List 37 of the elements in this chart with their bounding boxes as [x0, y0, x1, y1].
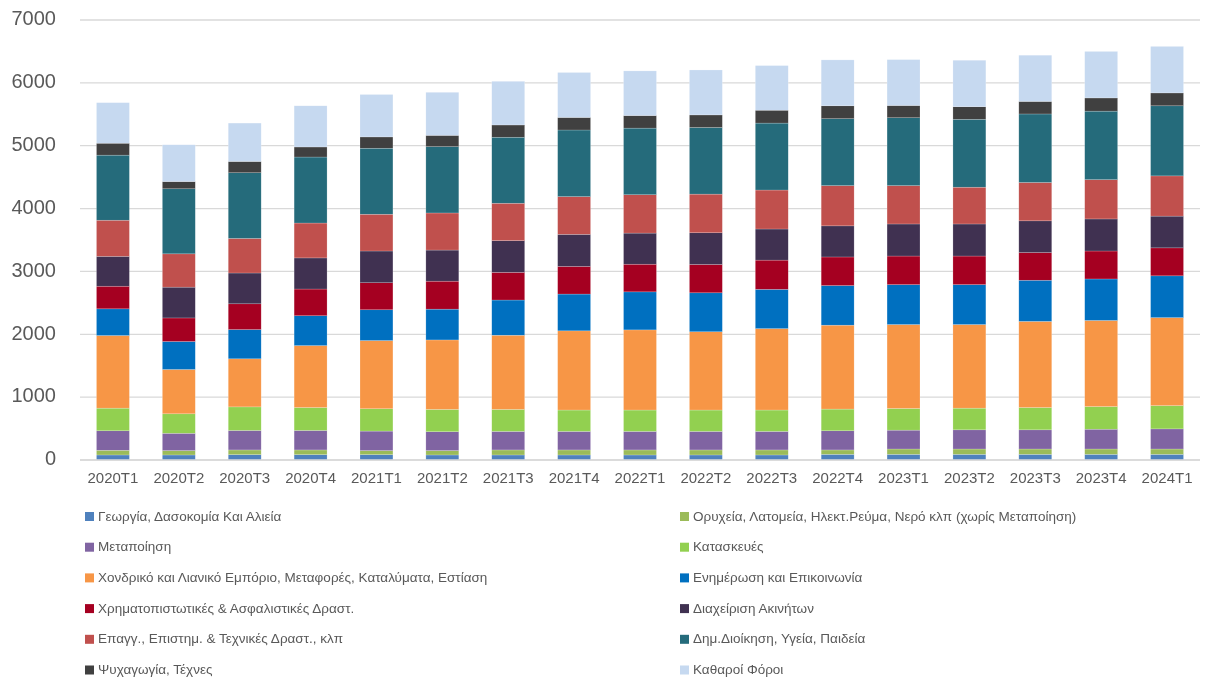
legend-label: Ενημέρωση και Επικοινωνία [693, 569, 863, 585]
legend-label: Χονδρικό και Λιανικό Εμπόριο, Μεταφορές, Καταλύματα, Εστίαση [98, 569, 488, 585]
x-tick-label: 2020T4 [285, 469, 337, 486]
x-tick-label: 2021T2 [416, 469, 468, 486]
x-tick-label: 2020T1 [87, 469, 139, 486]
x-tick-label: 2022T1 [614, 469, 666, 486]
legend-label: Γεωργία, Δασοκομία Και Αλιεία [98, 508, 282, 524]
x-tick-label: 2023T3 [1009, 469, 1061, 486]
y-tick-label: 1000 [11, 384, 56, 407]
x-tick-label: 2023T1 [878, 469, 929, 486]
y-tick-label: 2000 [11, 321, 56, 344]
legend-label: Κατασκευές [693, 539, 765, 555]
x-tick-label: 2024T1 [1141, 469, 1193, 486]
legend-label: Διαχείριση Ακινήτων [693, 600, 815, 616]
legend-label: Μεταποίηση [98, 539, 172, 555]
legend-label: Ορυχεία, Λατομεία, Ηλεκτ.Ρεύμα, Νερό κλπ (χωρίς Μεταποίηση) [693, 508, 1077, 524]
x-tick-label: 2021T3 [482, 469, 534, 486]
y-tick-label: 4000 [11, 195, 56, 218]
legend-label: Καθαροί Φόροι [693, 662, 784, 678]
x-tick-label: 2020T2 [153, 469, 205, 486]
legend-label: Χρηματοπιστωτικές & Ασφαλιστικές Δραστ. [98, 600, 355, 616]
x-tick-label: 2021T1 [351, 469, 402, 486]
y-tick-label: 5000 [11, 133, 56, 155]
x-tick-label: 2022T4 [812, 469, 864, 486]
legend-label: Ψυχαγωγία, Τέχνες [98, 662, 213, 678]
x-tick-label: 2022T2 [680, 469, 732, 486]
x-tick-label: 2021T4 [548, 469, 600, 486]
x-tick-label: 2023T2 [943, 469, 995, 486]
x-tick-label: 2023T4 [1075, 469, 1127, 486]
y-tick-label: 7000 [11, 7, 56, 30]
legend-label: Επαγγ., Επιστημ. & Τεχνικές Δραστ., κλπ [98, 631, 344, 647]
y-tick-label: 6000 [11, 70, 56, 93]
y-tick-label: 3000 [11, 258, 56, 281]
x-tick-label: 2022T3 [746, 469, 798, 486]
x-tick-label: 2020T3 [219, 469, 271, 486]
legend-label: Δημ.Διοίκηση, Υγεία, Παιδεία [693, 631, 866, 647]
y-tick-label: 0 [44, 447, 56, 470]
